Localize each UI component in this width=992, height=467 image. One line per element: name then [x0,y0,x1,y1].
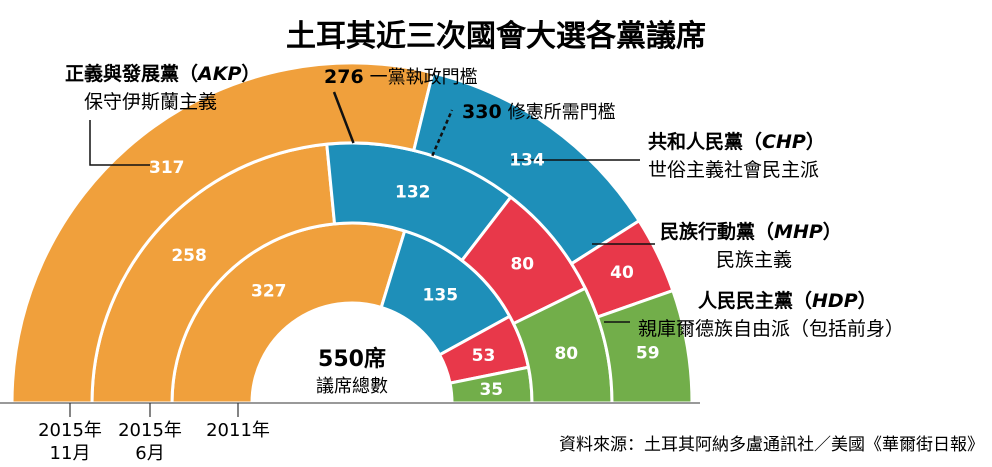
threshold-276-line [332,91,355,144]
value-2015-nov-mhp: 40 [610,263,634,283]
legend-mhp-name: 民族行動黨（MHP） [660,220,842,243]
value-2015-jun-chp: 132 [395,183,431,203]
value-2011-hdp: 35 [479,380,503,400]
value-2011-chp: 135 [423,285,459,305]
legend-hdp-name: 人民民主黨（HDP） [698,289,877,312]
leader-lines [69,91,655,417]
center-disc [252,303,452,403]
value-2011-mhp: 53 [472,346,496,366]
labels: 327 135 53 35 258 132 80 80 317 134 40 59 [149,150,660,400]
threshold-330: 330 修憲所需門檻 [462,101,616,123]
legend-chp-ideology: 世俗主義社會民主派 [648,159,819,181]
total-seats: 550席 [318,346,386,372]
ring-label-2015-jun-year: 2015年 [118,420,182,441]
value-2015-jun-mhp: 80 [510,255,534,275]
legend-akp-ideology: 保守伊斯蘭主義 [84,91,217,113]
threshold-276: 276 一黨執政門檻 [324,66,478,88]
threshold-330-line [431,109,454,157]
value-2015-jun-hdp: 80 [554,344,578,364]
value-2015-nov-chp: 134 [509,150,545,170]
ring-segments [0,61,700,405]
value-2011-akp: 327 [251,281,287,301]
legend-akp-name: 正義與發展黨（AKP） [65,62,260,85]
source-note: 資料來源：土耳其阿納多盧通訊社／美國《華爾街日報》 [559,435,984,455]
total-label: 議席總數 [316,376,388,397]
value-2015-nov-akp: 317 [149,158,185,178]
segment-2015-nov-akp [10,61,435,405]
legend-mhp-ideology: 民族主義 [716,249,792,271]
leader-akp [89,120,150,166]
legend-chp-name: 共和人民黨（CHP） [648,130,825,153]
chart-title: 土耳其近三次國會大選各黨議席 [286,19,706,54]
legend-hdp-ideology: 親庫爾德族自由派（包括前身） [638,318,904,340]
value-2015-jun-akp: 258 [171,246,207,266]
ring-label-2015-nov-year: 2015年 [38,420,102,441]
ring-label-2015-jun-month: 6月 [135,443,164,464]
value-2015-nov-hdp: 59 [636,344,660,364]
ring-label-2015-nov-month: 11月 [50,443,91,464]
ring-label-2011-year: 2011年 [206,420,270,441]
